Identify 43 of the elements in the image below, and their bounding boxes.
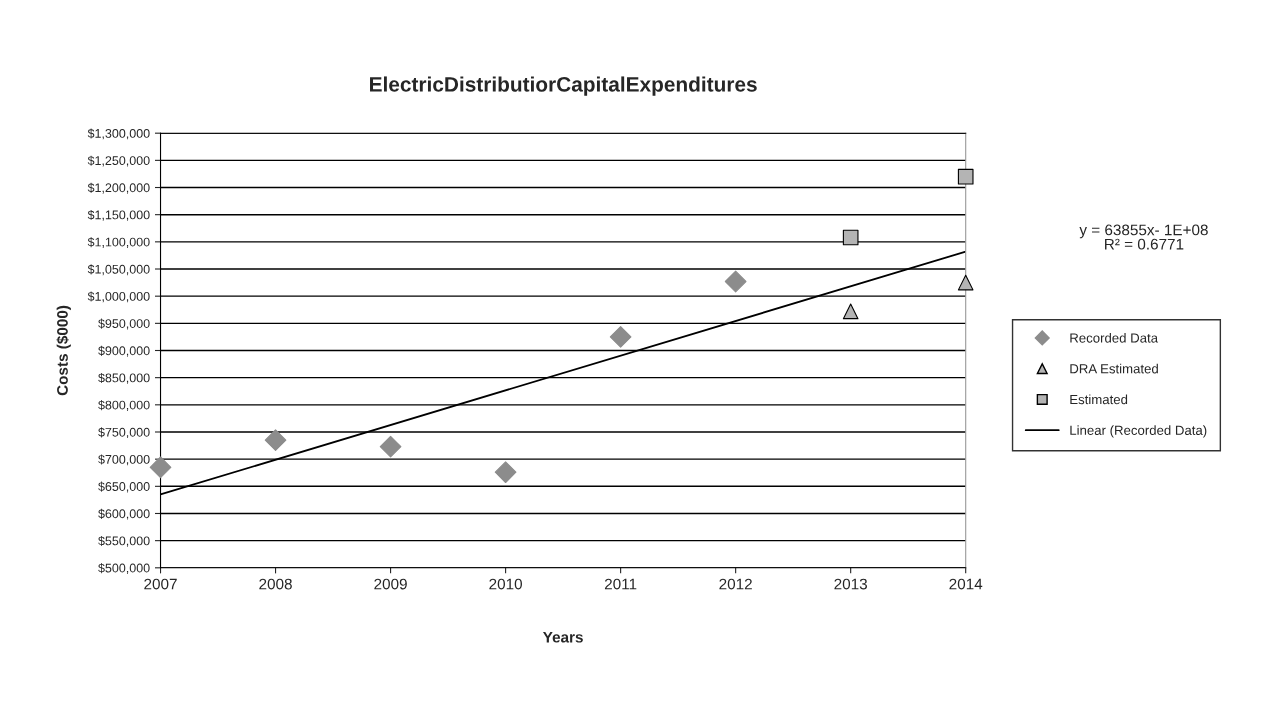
point	[957, 168, 974, 185]
point	[494, 461, 517, 484]
x-axis-title: Years	[542, 631, 583, 643]
point	[842, 229, 859, 246]
x-tick-label: 2011	[604, 578, 637, 590]
y-tick-label: $1,050,000	[87, 264, 150, 276]
y-tick-label: $900,000	[98, 345, 150, 357]
y-tick-label: $1,250,000	[87, 155, 150, 167]
y-tick-label: $850,000	[98, 372, 150, 384]
x-tick-label: 2008	[259, 578, 292, 590]
legend-label: Recorded Data	[1070, 332, 1159, 343]
x-tick-label: 2009	[374, 578, 407, 590]
y-tick-label: $950,000	[98, 318, 150, 330]
y-tick-label: $1,000,000	[87, 291, 150, 303]
y-tick-label: $550,000	[98, 535, 150, 547]
x-tick-label: 2012	[719, 578, 752, 590]
y-tick-label: $500,000	[98, 563, 150, 574]
point	[379, 435, 402, 458]
y-tick-label: $1,200,000	[87, 182, 150, 194]
y-axis-title: Costs ($000)	[56, 305, 71, 396]
y-tick-label: $1,150,000	[87, 209, 150, 221]
y-tick-label: $750,000	[98, 427, 150, 439]
text: y = 63855x- 1E+08 R² = 0.6771	[1079, 224, 1208, 250]
y-tick-label: $650,000	[98, 481, 150, 493]
x-tick-label: 2013	[834, 578, 867, 590]
legend-label: Linear (Recorded Data)	[1070, 425, 1207, 438]
chart-title: ElectricDistributiorCapitalExpenditures	[370, 76, 757, 96]
legend-label: Estimated	[1070, 394, 1128, 405]
x-tick-label: 2010	[489, 578, 522, 590]
y-tick-label: $700,000	[98, 454, 150, 466]
y-tick-label: $1,100,000	[87, 237, 150, 248]
x-tick-label: 2007	[144, 578, 177, 590]
point	[724, 270, 747, 293]
point	[609, 326, 632, 348]
point	[842, 303, 859, 320]
point	[149, 456, 172, 479]
x-tick-label: 2014	[949, 578, 983, 590]
legend-label: DRA Estimated	[1070, 363, 1158, 374]
y-tick-label: $600,000	[98, 508, 150, 520]
y-tick-label: $800,000	[98, 400, 150, 411]
y-tick-label: $1,300,000	[87, 128, 150, 140]
point	[957, 274, 974, 291]
point	[264, 429, 287, 451]
